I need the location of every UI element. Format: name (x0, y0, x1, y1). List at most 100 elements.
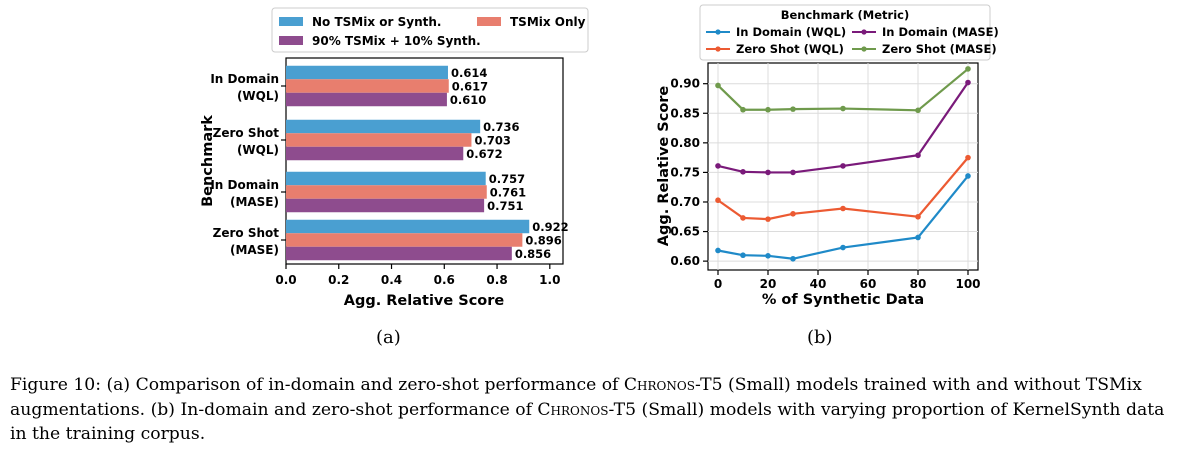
bar-legend: No TSMix or Synth. TSMix Only 90% TSMix … (271, 7, 589, 53)
bar (286, 171, 486, 186)
bar (286, 146, 464, 161)
y-tick-label: 0.80 (670, 136, 700, 150)
bar-x-axis-label: Agg. Relative Score (344, 293, 505, 309)
bar-value-label: 0.761 (490, 185, 526, 199)
bar-value-label: 0.672 (466, 147, 502, 161)
caption-suffix: -T5 (Small) models with varying proporti… (10, 399, 1165, 445)
bar-value-label: 0.614 (451, 66, 487, 80)
bar-value-label: 0.703 (474, 133, 510, 147)
bar (286, 65, 448, 80)
data-point (765, 169, 771, 176)
caption-middle: -T5 (Small) models trained with and with… (10, 375, 1142, 420)
bar-value-label: 0.896 (525, 233, 561, 247)
category-tick-label: In Domain (210, 72, 279, 86)
line-x-axis-label: % of Synthetic Data (762, 292, 924, 308)
x-tick-label: 1.0 (539, 273, 560, 287)
category-tick-label: (WQL) (237, 143, 279, 157)
legend-label-zero-shot-mase: Zero Shot (MASE) (882, 42, 997, 56)
bar (286, 185, 487, 199)
legend-label-zero-shot-wql: Zero Shot (WQL) (736, 42, 844, 56)
caption-model-name-2: Chronos (537, 399, 609, 420)
data-point (715, 82, 721, 89)
panel-label-a: (a) (376, 327, 401, 348)
data-point (740, 106, 746, 113)
legend-label-series-2: TSMix Only (510, 15, 586, 29)
data-point (965, 66, 971, 72)
x-tick-label: 0 (714, 277, 722, 291)
x-tick-label: 0.2 (328, 273, 349, 287)
data-point (840, 205, 846, 212)
data-point (790, 255, 796, 262)
data-point (840, 163, 846, 169)
legend-label-in-domain-wql: In Domain (WQL) (736, 25, 846, 39)
bar (286, 79, 449, 93)
bar-value-label: 0.610 (450, 93, 486, 107)
bar-value-label: 0.751 (487, 199, 523, 213)
category-tick-label: Zero Shot (213, 226, 280, 240)
x-tick-label: 40 (810, 277, 827, 291)
bar (286, 119, 481, 134)
panel-label-b: (b) (807, 327, 833, 348)
data-point (840, 244, 846, 251)
caption-model-name: Chronos (623, 375, 695, 395)
data-point (915, 152, 921, 159)
legend-swatch-series-1 (279, 17, 303, 26)
x-tick-label: 20 (760, 277, 777, 291)
data-point (790, 169, 796, 176)
data-point (715, 163, 721, 169)
figure-caption: Figure 10: (a) Comparison of in-domain a… (10, 373, 1182, 447)
caption-prefix: Figure 10: (a) Comparison of in-domain a… (10, 375, 624, 395)
bar-y-axis-label: Benchmark (200, 115, 216, 207)
bar (286, 246, 512, 261)
bar (286, 92, 447, 107)
x-tick-label: 0.8 (486, 273, 507, 287)
bar-value-label: 0.757 (489, 172, 525, 186)
data-point (740, 215, 746, 221)
bar-value-label: 0.736 (483, 120, 519, 134)
data-point (840, 105, 846, 112)
y-tick-label: 0.60 (670, 254, 700, 268)
data-point (740, 252, 746, 259)
category-tick-label: Zero Shot (213, 126, 280, 140)
series-line (717, 68, 969, 112)
y-tick-label: 0.70 (670, 195, 700, 209)
bar (286, 219, 530, 234)
x-tick-label: 100 (955, 277, 980, 291)
data-point (715, 197, 721, 204)
data-point (790, 211, 796, 217)
line-chart: 0 20 40 60 80 100 0.60 0.65 0.70 0.75 0.80 0.85 0.90… (656, 4, 999, 308)
series-line (717, 81, 969, 174)
legend-title: Benchmark (Metric) (781, 8, 910, 22)
data-point (915, 107, 921, 114)
x-tick-label: 0.6 (434, 273, 455, 287)
legend-swatch-series-3 (279, 36, 303, 45)
bar-value-label: 0.856 (515, 247, 551, 261)
y-tick-label: 0.90 (670, 77, 700, 91)
data-point (965, 173, 971, 179)
legend-label-in-domain-mase: In Domain (MASE) (882, 25, 999, 39)
bar (286, 198, 485, 213)
x-tick-label: 0.0 (275, 273, 296, 287)
data-point (765, 216, 771, 222)
y-tick-label: 0.85 (670, 106, 700, 120)
data-point (965, 79, 971, 86)
data-point (915, 213, 921, 220)
bar-plot-frame (285, 57, 564, 265)
line-legend: Benchmark (Metric) In Domain (WQL) In Do… (699, 4, 999, 61)
x-tick-label: 80 (910, 277, 927, 291)
x-tick-label: 0.4 (381, 273, 402, 287)
category-tick-label: (MASE) (230, 195, 279, 209)
bar (286, 133, 472, 147)
bar-value-label: 0.617 (452, 79, 488, 93)
data-point (740, 169, 746, 175)
category-tick-label: In Domain (210, 178, 279, 192)
y-tick-label: 0.75 (670, 165, 700, 179)
line-y-axis-label: Agg. Relative Score (656, 86, 672, 247)
x-tick-label: 60 (860, 277, 877, 291)
bar-value-label: 0.922 (532, 220, 568, 234)
category-tick-label: (MASE) (230, 243, 279, 257)
legend-label-series-3: 90% TSMix + 10% Synth. (312, 34, 481, 48)
legend-swatch-series-2 (477, 17, 501, 26)
